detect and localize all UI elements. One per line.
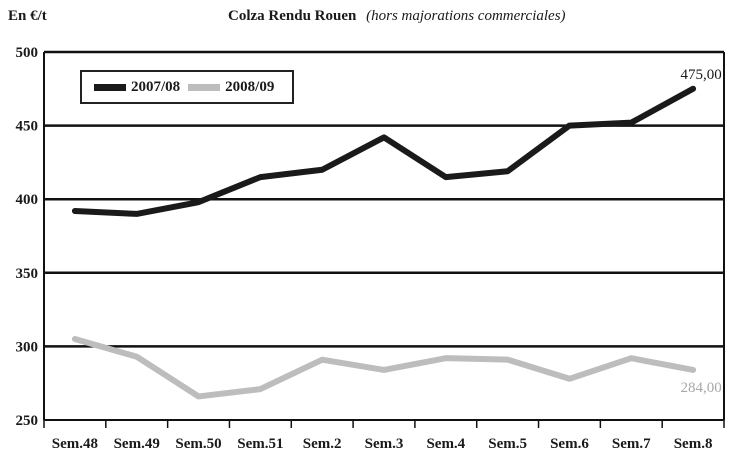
legend-label-series-1: 2007/08	[131, 78, 181, 95]
data-point-series-1	[320, 167, 325, 172]
legend-label-series-2: 2008/09	[225, 78, 275, 95]
data-point-series-1	[691, 86, 696, 91]
y-tick-label: 250	[16, 413, 39, 429]
x-tick-label: Sem.49	[114, 436, 160, 452]
data-point-series-2	[320, 357, 325, 362]
data-point-series-1	[567, 123, 572, 128]
x-tick-label: Sem.2	[303, 436, 342, 452]
x-tick-label: Sem.3	[365, 436, 404, 452]
y-tick-label: 450	[16, 119, 39, 135]
data-point-series-2	[382, 367, 386, 372]
x-tick-label: Sem.8	[674, 436, 713, 452]
data-point-series-1	[443, 175, 448, 180]
data-point-series-1	[258, 175, 263, 180]
chart-subtitle: (hors majorations commerciales)	[366, 8, 566, 24]
series-line-2	[71, 336, 697, 400]
x-tick-label: Sem.51	[237, 436, 283, 452]
end-value-label-series-1: 475,00	[680, 67, 721, 83]
y-tick-label: 300	[16, 339, 39, 355]
data-point-series-1	[505, 169, 510, 174]
data-point-series-2	[72, 337, 77, 342]
series-line-1	[71, 85, 697, 217]
chart-title-block: Colza Rendu Rouen (hors majorations comm…	[228, 8, 566, 25]
x-tick-label: Sem.4	[426, 436, 465, 452]
data-point-series-2	[691, 367, 696, 372]
data-point-series-2	[629, 356, 634, 361]
legend-swatch-series-1	[94, 83, 126, 91]
data-point-series-2	[134, 354, 139, 359]
y-tick-label: 400	[16, 192, 39, 208]
x-tick-label: Sem.6	[550, 436, 589, 452]
legend-swatch-series-2	[188, 83, 221, 91]
x-tick-label: Sem.7	[612, 436, 651, 452]
data-point-series-1	[134, 211, 139, 216]
chart-legend: 2007/08 2008/09	[80, 70, 294, 104]
data-point-series-2	[505, 357, 510, 362]
x-tick-label: Sem.5	[488, 436, 527, 452]
data-point-series-2	[258, 387, 263, 392]
end-value-label-series-2: 284,00	[680, 380, 721, 396]
x-tick-label: Sem.50	[175, 436, 221, 452]
legend-item-series-2: 2008/09	[188, 79, 274, 96]
y-tick-label: 500	[16, 45, 39, 61]
data-point-series-2	[443, 356, 448, 361]
data-point-series-2	[196, 394, 201, 399]
data-point-series-1	[382, 135, 386, 140]
data-point-series-2	[567, 376, 572, 381]
data-point-series-1	[196, 200, 201, 205]
legend-item-series-1: 2007/08	[94, 79, 180, 96]
y-axis-unit-label: En €/t	[8, 8, 47, 24]
data-point-series-1	[629, 120, 634, 125]
y-tick-label: 350	[16, 266, 39, 282]
data-point-series-1	[72, 208, 77, 213]
x-tick-label: Sem.48	[52, 436, 98, 452]
chart-title: Colza Rendu Rouen	[228, 8, 357, 24]
